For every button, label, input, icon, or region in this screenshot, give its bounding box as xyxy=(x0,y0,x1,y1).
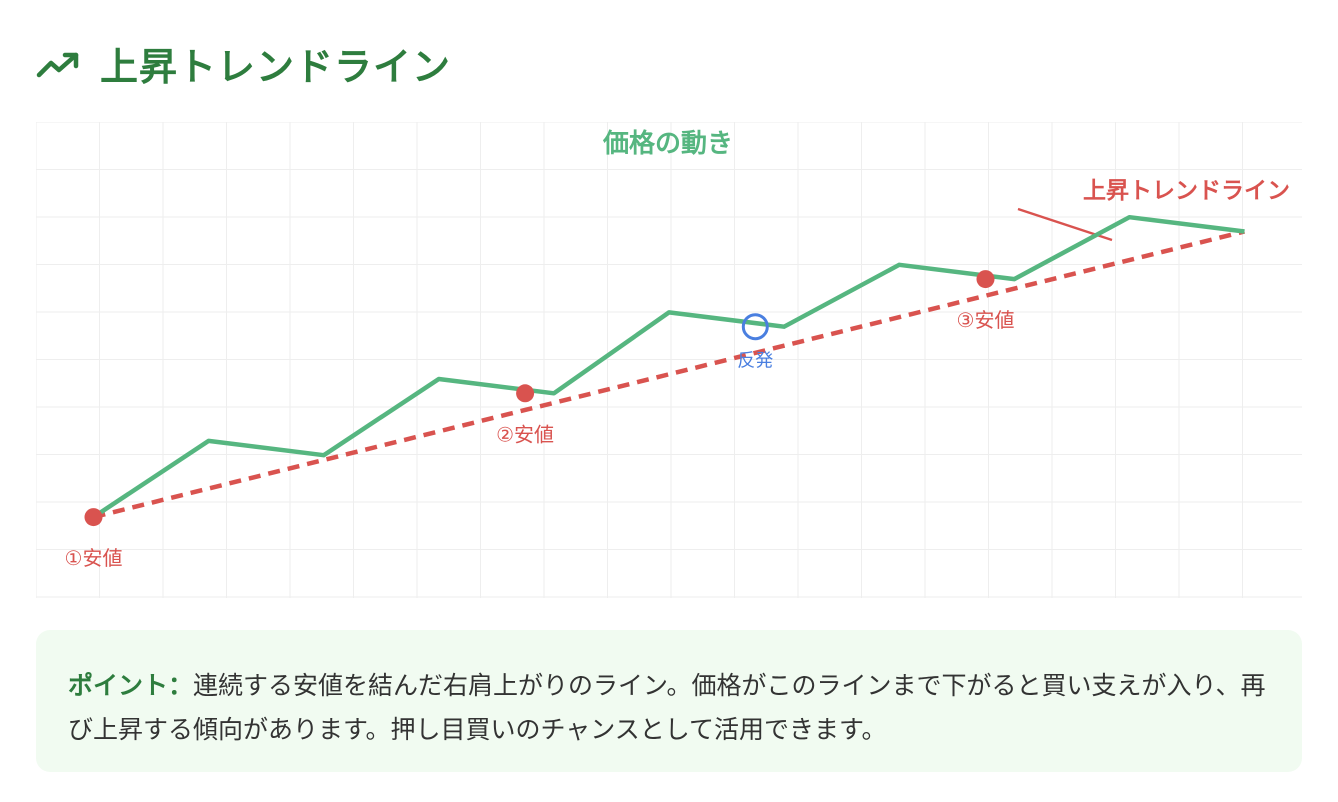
low-point-marker xyxy=(84,508,103,527)
chart-title: 価格の動き xyxy=(602,128,733,159)
low-point-marker xyxy=(976,270,995,289)
page-title: 上昇トレンドライン xyxy=(100,45,452,89)
trend-line xyxy=(93,229,1245,520)
chart-grid xyxy=(36,122,1302,598)
point-label: ポイント： xyxy=(68,671,194,700)
rebound-marker xyxy=(741,313,769,341)
trending-up-icon xyxy=(36,49,82,79)
trend-line-label: 上昇トレンドライン xyxy=(1083,178,1290,204)
point-box: ポイント：連続する安値を結んだ右肩上がりのライン。価格がこのラインまで下がると買… xyxy=(36,630,1302,772)
low-point-label: ①安値 xyxy=(65,546,123,570)
price-series-line xyxy=(92,214,1245,519)
rebound-label: 反発 xyxy=(737,351,773,372)
point-text: 連続する安値を結んだ右肩上がりのライン。価格がこのラインまで下がると買い支えが入… xyxy=(68,671,1266,744)
low-point-label: ②安値 xyxy=(496,422,554,446)
price-chart: 価格の動き 上昇トレンドライン ①安値 ②安値 反発 ③安値 xyxy=(36,122,1302,598)
low-point-marker xyxy=(516,384,535,403)
low-point-label: ③安値 xyxy=(957,308,1015,332)
header: 上昇トレンドライン xyxy=(36,36,451,91)
